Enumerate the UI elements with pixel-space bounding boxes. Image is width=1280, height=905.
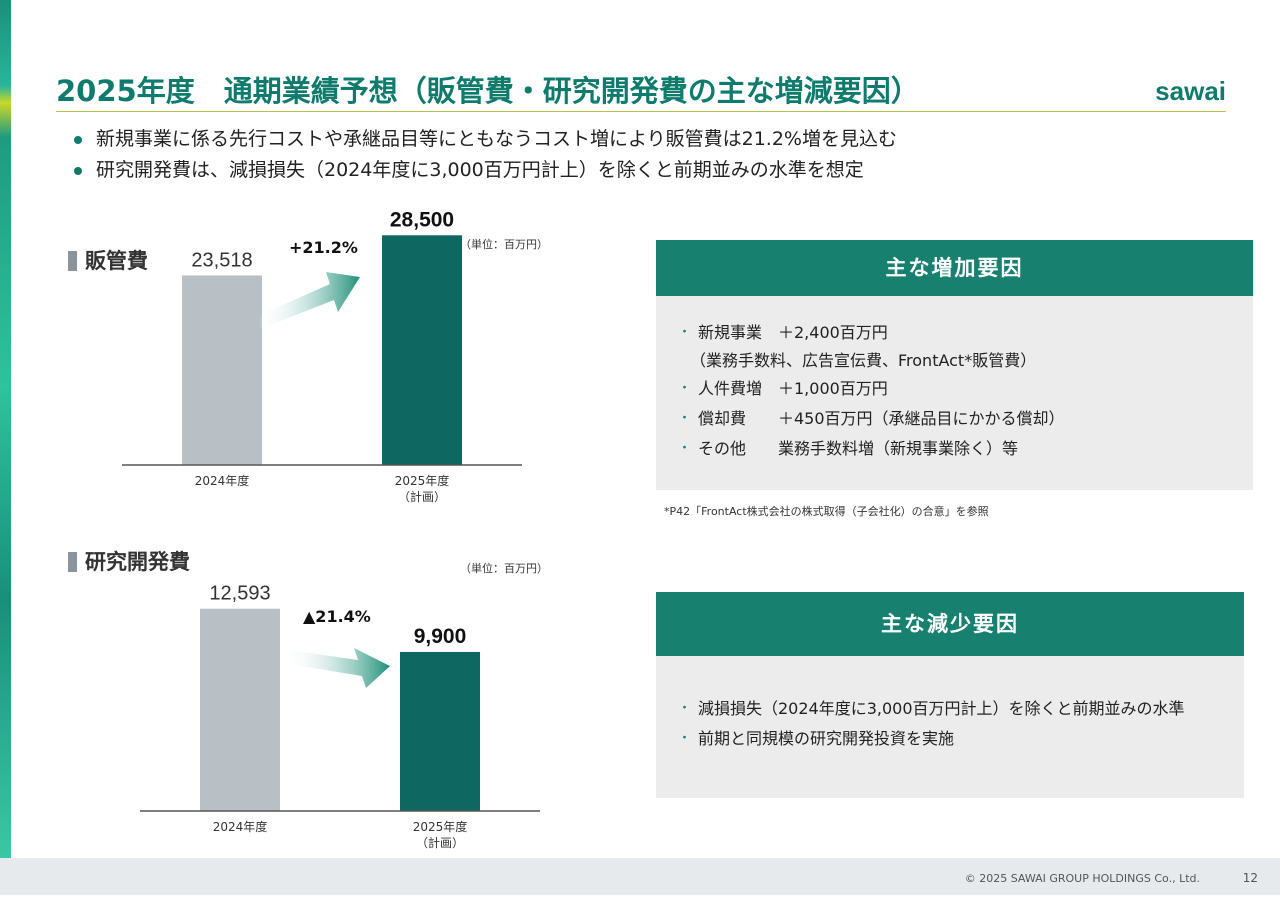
tick-label-0: 2024年度 [213,819,268,834]
rnd-unit-label: （単位：百万円） [460,562,548,575]
tick-label-1: 2025年度 [395,473,450,488]
increase-factors-box: 主な増加要因 新規事業 ＋2,400百万円（業務手数料、広告宣伝費、FrontA… [656,240,1253,490]
copyright-text: © 2025 SAWAI GROUP HOLDINGS Co., Ltd. [964,872,1200,885]
list-item: 人件費増 ＋1,000百万円 [678,374,1065,404]
section-marker [68,251,77,271]
sga-chart-title: 販管費 [68,245,148,275]
bar-1 [382,235,462,465]
summary-bullet: 研究開発費は、減損損失（2024年度に3,000百万円計上）を除くと前期並みの水… [72,155,897,186]
data-label-1: 9,900 [414,625,467,648]
summary-bullet: 新規事業に係る先行コストや承継品目等にともなうコスト増により販管費は21.2%増… [72,124,897,155]
decrease-factors-list: 減損損失（2024年度に3,000百万円計上）を除くと前期並みの水準 前期と同規… [678,694,1185,754]
rnd-change-label: ▲21.4% [303,607,371,626]
sga-unit-label: （単位：百万円） [460,238,548,251]
list-item: 減損損失（2024年度に3,000百万円計上）を除くと前期並みの水準 [678,694,1185,724]
bar-1 [400,651,480,811]
increase-factors-list: 新規事業 ＋2,400百万円（業務手数料、広告宣伝費、FrontAct*販管費）… [678,318,1065,464]
data-label-0: 23,518 [191,249,252,271]
list-item: その他 業務手数料増（新規事業除く）等 [678,434,1065,464]
tick-label-1: （計画） [398,489,446,504]
page-number: 12 [1242,871,1258,885]
decrease-factors-box: 主な減少要因 減損損失（2024年度に3,000百万円計上）を除くと前期並みの水… [656,592,1244,798]
increase-factors-heading: 主な増加要因 [656,240,1253,296]
rnd-bar-chart: 12,593 2024年度 9,900 2025年度（計画） [140,583,540,850]
page-title: 2025年度 通期業績予想（販管費・研究開発費の主な増減要因） [56,74,920,108]
title-divider [56,111,1226,112]
sga-change-label: +21.2% [289,238,358,257]
section-marker [68,552,77,572]
footer-bar [0,858,1280,895]
bar-0 [182,275,262,465]
decrease-factors-heading: 主な減少要因 [656,592,1244,656]
bar-0 [200,608,280,811]
data-label-0: 12,593 [209,583,270,605]
side-decoration-strip [0,0,11,858]
company-logo: sawai [1155,76,1226,106]
summary-bullets: 新規事業に係る先行コストや承継品目等にともなうコスト増により販管費は21.2%増… [72,124,897,186]
footnote: *P42「FrontAct株式会社の株式取得（子会社化）の合意」を参照 [664,505,989,518]
list-item: 新規事業 ＋2,400百万円（業務手数料、広告宣伝費、FrontAct*販管費） [678,318,1065,374]
change-arrow [288,648,390,688]
tick-label-1: 2025年度 [413,819,468,834]
tick-label-1: （計画） [416,835,464,850]
data-label-1: 28,500 [390,208,454,231]
list-item: 前期と同規模の研究開発投資を実施 [678,724,1185,754]
change-arrow [260,272,360,329]
sga-bar-chart: 23,518 2024年度 28,500 2025年度（計画） [122,208,522,504]
list-item: 償却費 ＋450百万円（承継品目にかかる償却） [678,404,1065,434]
tick-label-0: 2024年度 [195,473,250,488]
rnd-chart-title: 研究開発費 [68,546,190,576]
